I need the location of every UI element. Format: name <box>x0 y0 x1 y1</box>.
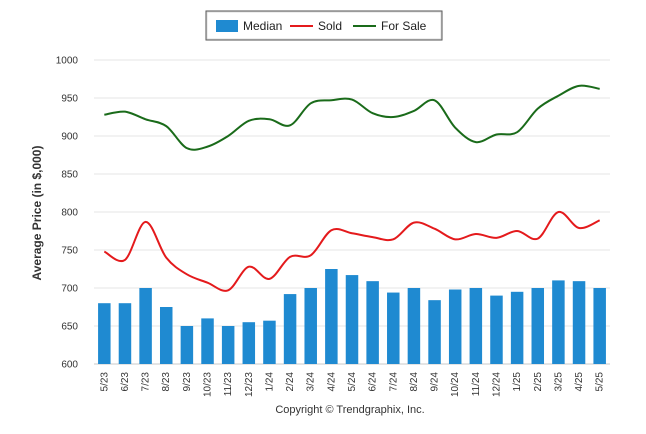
x-tick-label: 5/23 <box>99 372 110 392</box>
bar-median[interactable] <box>345 275 359 364</box>
bar-median[interactable] <box>593 288 606 364</box>
y-tick-label: 600 <box>61 360 78 371</box>
y-axis-ticks: 600 650 700 750 800 850 900 950 1000 <box>56 56 79 371</box>
x-tick-label: 1/24 <box>264 372 275 392</box>
line-sold[interactable] <box>103 210 601 292</box>
x-tick-label: 5/24 <box>347 372 358 392</box>
x-axis-ticks: 5/23 6/23 7/23 8/23 9/23 10/23 11/23 12/23 1/24 2… <box>99 372 605 397</box>
bar-median[interactable] <box>139 288 152 364</box>
bar-median[interactable] <box>201 318 214 364</box>
x-tick-label: 8/23 <box>161 372 172 392</box>
bar-median[interactable] <box>180 326 194 364</box>
bar-median[interactable] <box>572 281 586 364</box>
y-tick-label: 800 <box>61 208 78 219</box>
x-tick-label: 7/23 <box>141 372 152 392</box>
legend-label-for-sale: For Sale <box>381 19 427 33</box>
line-for-sale[interactable] <box>104 84 600 151</box>
x-tick-label: 7/24 <box>388 372 399 392</box>
bar-median[interactable] <box>221 326 235 364</box>
legend-label-median: Median <box>243 19 282 33</box>
x-tick-label: 5/25 <box>595 372 606 392</box>
bar-median[interactable] <box>490 295 503 364</box>
x-tick-label: 11/23 <box>223 372 234 397</box>
bar-median[interactable] <box>98 303 111 364</box>
x-tick-label: 1/25 <box>512 372 523 392</box>
legend-item-median[interactable]: Median <box>216 19 282 33</box>
copyright-text: Copyright © Trendgraphix, Inc. <box>275 404 424 416</box>
bar-median[interactable] <box>118 303 132 364</box>
bar-median[interactable] <box>407 288 421 364</box>
bars-median <box>98 269 606 364</box>
legend-swatch-median <box>216 20 238 32</box>
legend-box <box>205 10 443 41</box>
bar-median[interactable] <box>448 289 462 364</box>
bar-median[interactable] <box>552 280 565 364</box>
y-axis-label: Average Price (in $,000) <box>30 146 44 281</box>
y-tick-label: 900 <box>61 132 78 143</box>
y-tick-label: 1000 <box>56 56 79 67</box>
x-tick-label: 10/24 <box>450 372 461 397</box>
x-tick-label: 6/23 <box>120 372 131 392</box>
legend-item-for-sale[interactable]: For Sale <box>353 19 427 33</box>
x-tick-label: 8/24 <box>409 372 420 392</box>
bar-median[interactable] <box>510 291 524 364</box>
bar-median[interactable] <box>428 300 441 364</box>
bar-median[interactable] <box>263 320 276 364</box>
legend-item-sold[interactable]: Sold <box>290 19 342 33</box>
bar-median[interactable] <box>304 288 317 364</box>
y-tick-label: 750 <box>61 246 78 257</box>
y-tick-label: 700 <box>61 284 78 295</box>
x-tick-label: 3/25 <box>553 372 564 392</box>
bar-median[interactable] <box>242 322 256 364</box>
x-tick-label: 2/24 <box>285 372 296 392</box>
bar-median[interactable] <box>366 281 379 364</box>
bar-median[interactable] <box>531 288 545 364</box>
legend-label-sold: Sold <box>318 19 342 33</box>
x-tick-label: 4/24 <box>326 372 337 392</box>
bar-median[interactable] <box>283 294 297 364</box>
x-tick-label: 9/23 <box>182 372 193 392</box>
x-tick-label: 11/24 <box>471 372 482 397</box>
x-tick-label: 12/23 <box>244 372 255 397</box>
x-tick-label: 2/25 <box>533 372 544 392</box>
x-tick-label: 12/24 <box>491 372 502 397</box>
bar-median[interactable] <box>469 288 483 364</box>
series-lines <box>103 84 601 292</box>
x-tick-label: 4/25 <box>574 372 585 392</box>
legend: Median Sold For Sale <box>205 10 443 41</box>
y-tick-label: 650 <box>61 322 78 333</box>
y-tick-label: 950 <box>61 94 78 105</box>
bar-median[interactable] <box>159 307 173 364</box>
x-tick-label: 10/23 <box>203 372 214 397</box>
x-tick-label: 6/24 <box>368 372 379 392</box>
bar-median[interactable] <box>387 292 400 364</box>
x-tick-label: 3/24 <box>306 372 317 392</box>
x-tick-label: 9/24 <box>430 372 441 392</box>
y-tick-label: 850 <box>61 170 78 181</box>
legend-inner-border <box>206 11 442 40</box>
bar-median[interactable] <box>325 269 338 364</box>
